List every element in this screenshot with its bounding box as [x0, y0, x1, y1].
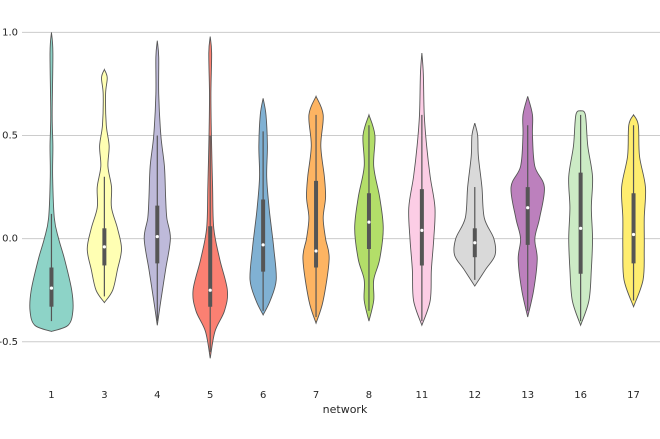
median — [49, 286, 54, 290]
y-tick-label: 0.5 — [2, 131, 18, 142]
x-tick-label: 7 — [313, 390, 319, 401]
x-axis-label: network — [323, 403, 368, 416]
median — [314, 249, 318, 253]
median — [102, 245, 106, 249]
median — [420, 228, 424, 232]
x-tick-label: 8 — [366, 390, 372, 401]
x-tick-label: 13 — [521, 390, 534, 401]
x-tick-label: 16 — [574, 390, 587, 401]
x-tick-label: 6 — [260, 390, 266, 401]
median — [473, 241, 477, 245]
x-tick-label: 17 — [627, 390, 640, 401]
median — [631, 232, 636, 237]
x-tick-label: 4 — [154, 390, 160, 401]
x-tick-label: 12 — [468, 390, 481, 401]
y-tick-label: 1.0 — [2, 27, 18, 38]
median — [579, 226, 583, 230]
y-tick-label: -0.5 — [0, 337, 18, 348]
median — [208, 288, 212, 292]
x-tick-label: 3 — [101, 390, 107, 401]
violin — [29, 32, 74, 332]
median — [261, 243, 265, 247]
x-tick-label: 11 — [416, 390, 429, 401]
y-tick-label: 0.0 — [2, 234, 18, 245]
x-tick-label: 1 — [48, 390, 54, 401]
median — [155, 234, 159, 239]
x-tick-label: 5 — [207, 390, 213, 401]
median — [367, 220, 371, 224]
median — [526, 206, 530, 210]
